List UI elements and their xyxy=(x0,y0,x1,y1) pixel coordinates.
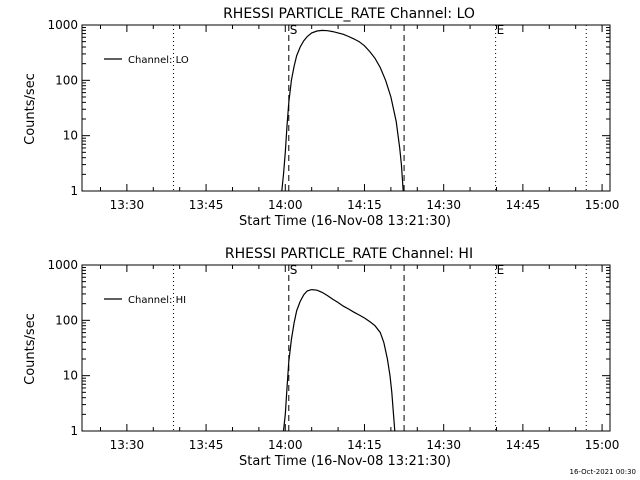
lo-chart-title: RHESSI PARTICLE_RATE Channel: LO xyxy=(223,6,475,22)
footer-timestamp: 16-Oct-2021 00:30 xyxy=(570,468,636,476)
hi-y-tick-label: 10 xyxy=(63,369,78,383)
lo-y-axis-label: Counts/sec xyxy=(23,73,38,145)
lo-x-tick-label: 15:00 xyxy=(585,198,620,212)
lo-y-tick-label: 1000 xyxy=(47,18,78,32)
hi-y-axis-label: Counts/sec xyxy=(23,313,38,385)
hi-series-line xyxy=(282,288,396,432)
hi-x-tick-label: 14:30 xyxy=(426,438,461,452)
hi-chart-title: RHESSI PARTICLE_RATE Channel: HI xyxy=(225,246,473,262)
lo-y-tick-label: 1 xyxy=(70,184,78,198)
lo-x-tick-label: 14:00 xyxy=(268,198,303,212)
lo-x-tick-label: 14:15 xyxy=(347,198,382,212)
lo-channel-panel: RHESSI PARTICLE_RATE Channel: LO Start T… xyxy=(23,6,619,229)
lo-series-line xyxy=(281,29,404,192)
lo-plot-frame xyxy=(81,24,611,192)
lo-marker-label-e: E xyxy=(497,23,505,37)
lo-x-tick-label: 13:30 xyxy=(110,198,145,212)
hi-x-tick-label: 13:45 xyxy=(189,438,224,452)
lo-y-tick-label: 100 xyxy=(55,73,78,87)
hi-marker-label-e: E xyxy=(497,263,505,277)
hi-plot-frame xyxy=(81,264,611,432)
hi-x-tick-label: 14:45 xyxy=(506,438,541,452)
hi-y-tick-label: 100 xyxy=(55,313,78,327)
lo-y-tick-label: 10 xyxy=(63,129,78,143)
hi-x-tick-label: 15:00 xyxy=(585,438,620,452)
hi-y-tick-label: 1 xyxy=(70,424,78,438)
hi-channel-panel: RHESSI PARTICLE_RATE Channel: HI Start T… xyxy=(23,246,619,469)
lo-x-tick-label: 14:30 xyxy=(426,198,461,212)
lo-x-tick-label: 14:45 xyxy=(506,198,541,212)
hi-legend-label: Channel: HI xyxy=(128,295,186,306)
hi-y-tick-label: 1000 xyxy=(47,258,78,272)
lo-x-axis-label: Start Time (16-Nov-08 13:21:30) xyxy=(239,214,451,229)
hi-x-axis-label: Start Time (16-Nov-08 13:21:30) xyxy=(239,454,451,469)
lo-x-tick-label: 13:45 xyxy=(189,198,224,212)
lo-marker-label-s: S xyxy=(290,23,298,37)
lo-legend-label: Channel: LO xyxy=(128,55,189,66)
hi-marker-label-s: S xyxy=(290,263,298,277)
hi-x-tick-label: 14:00 xyxy=(268,438,303,452)
hi-x-tick-label: 14:15 xyxy=(347,438,382,452)
hi-x-tick-label: 13:30 xyxy=(110,438,145,452)
